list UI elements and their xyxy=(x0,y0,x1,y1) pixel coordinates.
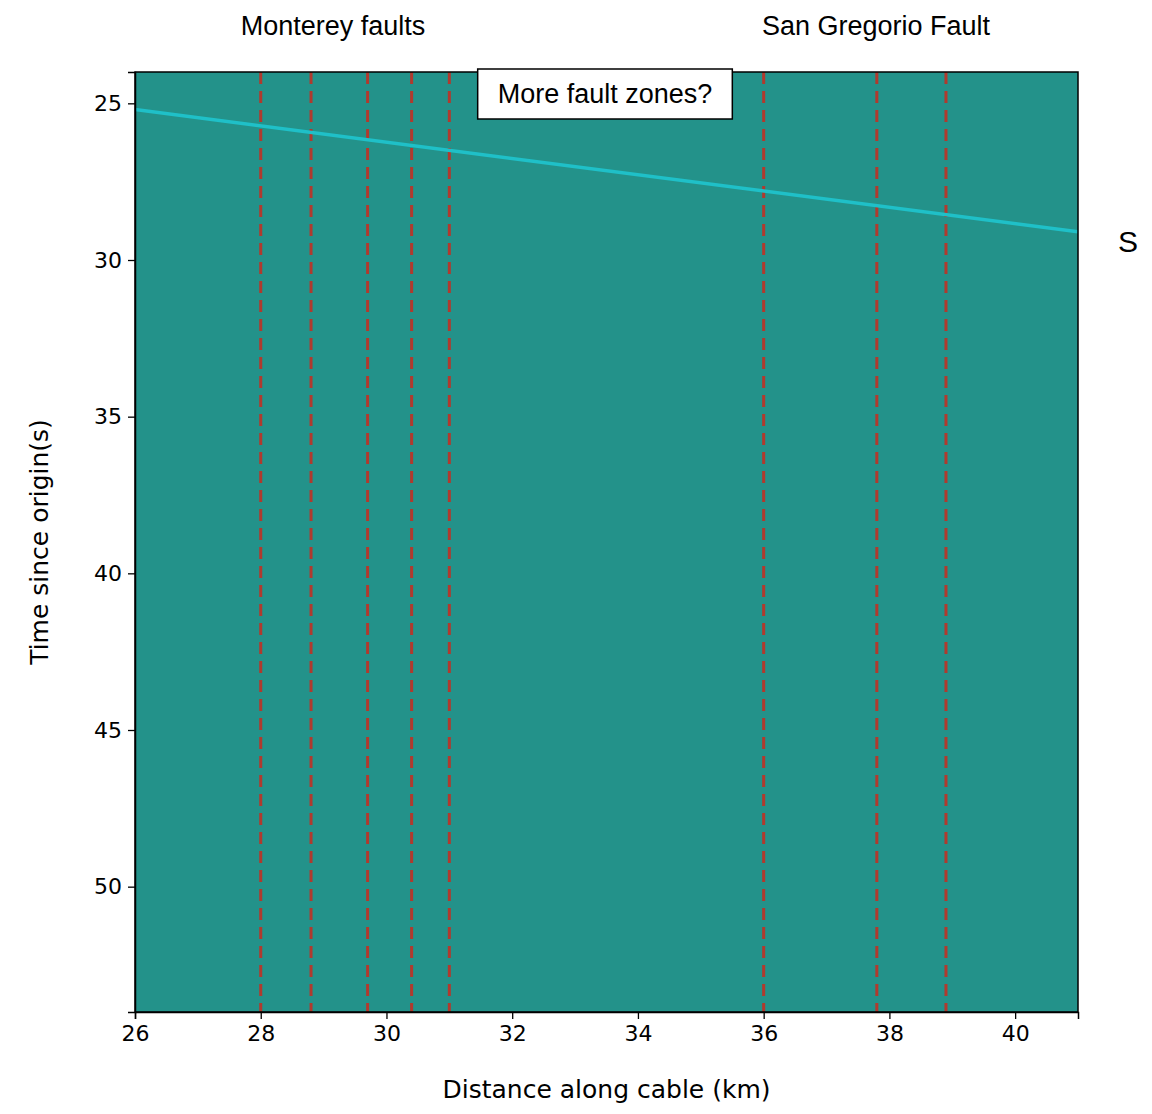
x-tick-label: 36 xyxy=(750,1021,778,1046)
x-tick-mark xyxy=(764,1012,765,1019)
annotation-box-frame xyxy=(478,69,733,119)
marks xyxy=(135,72,1078,1012)
x-tick-label: 34 xyxy=(624,1021,652,1046)
y-tick-label: 25 xyxy=(94,91,122,116)
y-tick-mark xyxy=(128,103,135,104)
x-axis: 26 28 30 32 34 36 38 40 xyxy=(122,1012,1079,1046)
fault-line xyxy=(448,72,451,1012)
y-tick-mark xyxy=(128,260,135,261)
s-arrival-line xyxy=(135,110,1078,232)
x-tick-mark xyxy=(512,1012,513,1019)
y-tick: 35 xyxy=(94,404,135,429)
y-tick: 45 xyxy=(94,718,135,743)
fault-line xyxy=(410,72,413,1012)
x-tick-label: 30 xyxy=(373,1021,401,1046)
x-tick-mark xyxy=(638,1012,639,1019)
plot: 26 28 30 32 34 36 38 40 25 30 35 40 45 50 xyxy=(94,72,1079,1046)
x-tick-mark xyxy=(889,1012,890,1019)
y-tick-label: 35 xyxy=(94,404,122,429)
y-tick-label: 40 xyxy=(94,561,122,586)
y-tick: 40 xyxy=(94,561,135,586)
fault-line xyxy=(310,72,313,1012)
y-axis: 25 30 35 40 45 50 xyxy=(94,73,136,1013)
y-tick: 30 xyxy=(94,248,135,273)
annotation: San Gregorio Fault xyxy=(762,11,991,41)
x-tick-mark xyxy=(386,1012,387,1019)
y-tick-mark xyxy=(128,573,135,574)
annotation: Monterey faults xyxy=(241,11,426,41)
x-tick: 34 xyxy=(624,1012,652,1046)
y-tick: 25 xyxy=(94,91,135,116)
x-tick-mark xyxy=(1015,1012,1016,1019)
x-tick-label: 26 xyxy=(122,1021,150,1046)
fault-line xyxy=(366,72,369,1012)
x-tick: 28 xyxy=(247,1012,275,1046)
x-tick: 26 xyxy=(122,1012,150,1046)
plot-background xyxy=(135,72,1078,1012)
x-tick-mark xyxy=(261,1012,262,1019)
y-tick: 50 xyxy=(94,874,135,899)
fault-line xyxy=(259,72,262,1012)
annotation: More fault zones? xyxy=(498,79,713,109)
x-axis-line xyxy=(136,1013,1079,1020)
x-tick-label: 38 xyxy=(876,1021,904,1046)
y-tick-mark xyxy=(128,417,135,418)
x-tick: 30 xyxy=(373,1012,401,1046)
x-tick: 40 xyxy=(1002,1012,1030,1046)
x-tick-label: 32 xyxy=(499,1021,527,1046)
fault-line xyxy=(762,72,765,1012)
annotation-box: More fault zones? xyxy=(478,69,733,119)
x-axis-title: Distance along cable (km) xyxy=(442,1075,770,1104)
plot-frame xyxy=(135,72,1078,1012)
y-axis-title: Time since origin(s) xyxy=(25,419,54,666)
chart: 26 28 30 32 34 36 38 40 25 30 35 40 45 50 Distance alo… xyxy=(0,0,1152,1114)
s-label: S xyxy=(1118,225,1138,258)
y-tick-label: 30 xyxy=(94,248,122,273)
fault-line xyxy=(875,72,878,1012)
x-tick: 36 xyxy=(750,1012,778,1046)
y-tick-mark xyxy=(128,730,135,731)
y-tick-label: 50 xyxy=(94,874,122,899)
y-tick-label: 45 xyxy=(94,718,122,743)
y-tick-mark xyxy=(128,887,135,888)
x-tick-label: 28 xyxy=(247,1021,275,1046)
x-tick: 38 xyxy=(876,1012,904,1046)
y-axis-line xyxy=(128,73,136,1013)
x-tick-label: 40 xyxy=(1002,1021,1030,1046)
x-tick: 32 xyxy=(499,1012,527,1046)
